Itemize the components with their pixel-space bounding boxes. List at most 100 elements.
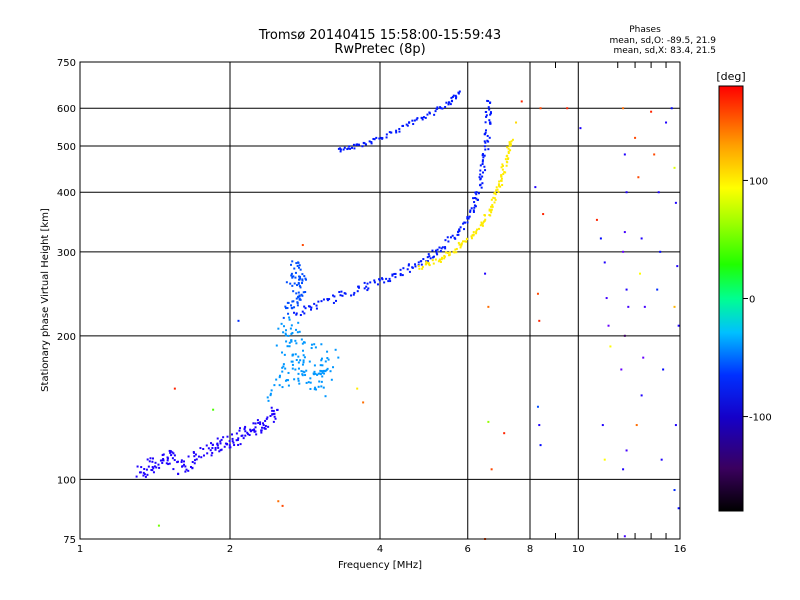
data-point: [484, 131, 487, 134]
data-point: [319, 373, 322, 376]
data-point: [414, 263, 417, 266]
data-point: [155, 466, 158, 469]
data-point: [488, 208, 491, 211]
data-point: [154, 461, 157, 464]
data-point: [342, 148, 345, 151]
data-point: [510, 140, 513, 143]
data-point: [305, 278, 308, 281]
phase-stats-heading: Phases: [629, 25, 661, 35]
data-point: [299, 286, 302, 289]
data-point: [488, 119, 491, 122]
phase-stats: Phases mean, sd,O: -89.5, 21.9 mean, sd,X…: [609, 25, 716, 56]
data-point: [401, 274, 404, 277]
data-point: [446, 251, 449, 254]
data-point: [284, 379, 287, 382]
data-point: [438, 258, 441, 261]
data-point: [310, 308, 313, 311]
data-point: [282, 363, 285, 366]
data-point: [202, 448, 205, 451]
data-point: [309, 381, 312, 384]
data-point: [454, 248, 457, 251]
data-point: [506, 146, 509, 149]
data-point: [352, 143, 355, 146]
data-point: [449, 251, 452, 254]
data-point: [463, 240, 466, 243]
data-point: [320, 359, 323, 362]
phase-stats-o-sd: 21.9: [696, 36, 716, 46]
data-point: [341, 294, 344, 297]
data-point: [487, 305, 490, 308]
phase-stats-o: mean, sd,O: -89.5, 21.9: [609, 36, 716, 46]
data-point: [295, 262, 298, 265]
data-point: [480, 186, 483, 189]
data-point: [673, 489, 676, 492]
data-point: [278, 376, 281, 379]
data-point: [298, 285, 301, 288]
data-point: [444, 246, 447, 249]
data-point: [355, 143, 358, 146]
data-point: [314, 372, 317, 375]
data-point: [284, 334, 287, 337]
data-point: [500, 166, 503, 169]
data-point: [223, 445, 226, 448]
colorbar-tick-label: 0: [749, 295, 755, 306]
data-point: [388, 277, 391, 280]
data-point: [538, 424, 541, 427]
y-tick-label: 500: [57, 142, 76, 153]
data-point: [180, 461, 183, 464]
data-point: [622, 468, 625, 471]
phase-stats-x-label: mean, sd,X:: [613, 46, 667, 56]
data-point: [475, 197, 478, 200]
data-point: [297, 377, 300, 380]
data-point: [444, 247, 447, 250]
data-point: [622, 107, 625, 110]
data-point: [310, 306, 313, 309]
data-point: [363, 287, 366, 290]
data-point: [301, 279, 304, 282]
data-point: [453, 236, 456, 239]
data-point: [470, 235, 473, 238]
data-point: [536, 405, 539, 408]
data-point: [634, 136, 637, 139]
data-point: [195, 458, 198, 461]
data-point: [434, 110, 437, 113]
data-point: [281, 351, 284, 354]
data-point: [677, 507, 680, 510]
data-point: [332, 294, 335, 297]
data-point: [252, 422, 255, 425]
data-point: [295, 292, 298, 295]
data-point: [444, 239, 447, 242]
data-point: [265, 417, 268, 420]
data-point: [482, 171, 485, 174]
data-point: [440, 258, 443, 261]
data-point: [424, 116, 427, 119]
data-point: [226, 435, 229, 438]
data-point: [312, 373, 315, 376]
data-point: [301, 273, 304, 276]
data-point: [484, 218, 487, 221]
data-point: [297, 291, 300, 294]
data-point: [142, 471, 145, 474]
data-point: [239, 443, 242, 446]
data-point: [326, 350, 329, 353]
data-point: [481, 182, 484, 185]
data-point: [490, 112, 493, 115]
data-point: [484, 133, 487, 136]
tick-labels: 1 2 4 6 8 10 16 75 100 200 300 400 500 600 750: [57, 58, 686, 555]
data-point: [266, 416, 269, 419]
data-point: [458, 229, 461, 232]
data-point: [366, 282, 369, 285]
data-point: [460, 244, 463, 247]
data-point: [209, 449, 212, 452]
data-point: [220, 438, 223, 441]
data-point: [476, 228, 479, 231]
data-point: [625, 449, 628, 452]
data-point: [267, 399, 270, 402]
data-point: [226, 443, 229, 446]
data-point: [408, 270, 411, 273]
data-point: [508, 141, 511, 144]
data-point: [144, 475, 147, 478]
data-point: [406, 268, 409, 271]
data-point: [472, 231, 475, 234]
data-point: [333, 295, 336, 298]
